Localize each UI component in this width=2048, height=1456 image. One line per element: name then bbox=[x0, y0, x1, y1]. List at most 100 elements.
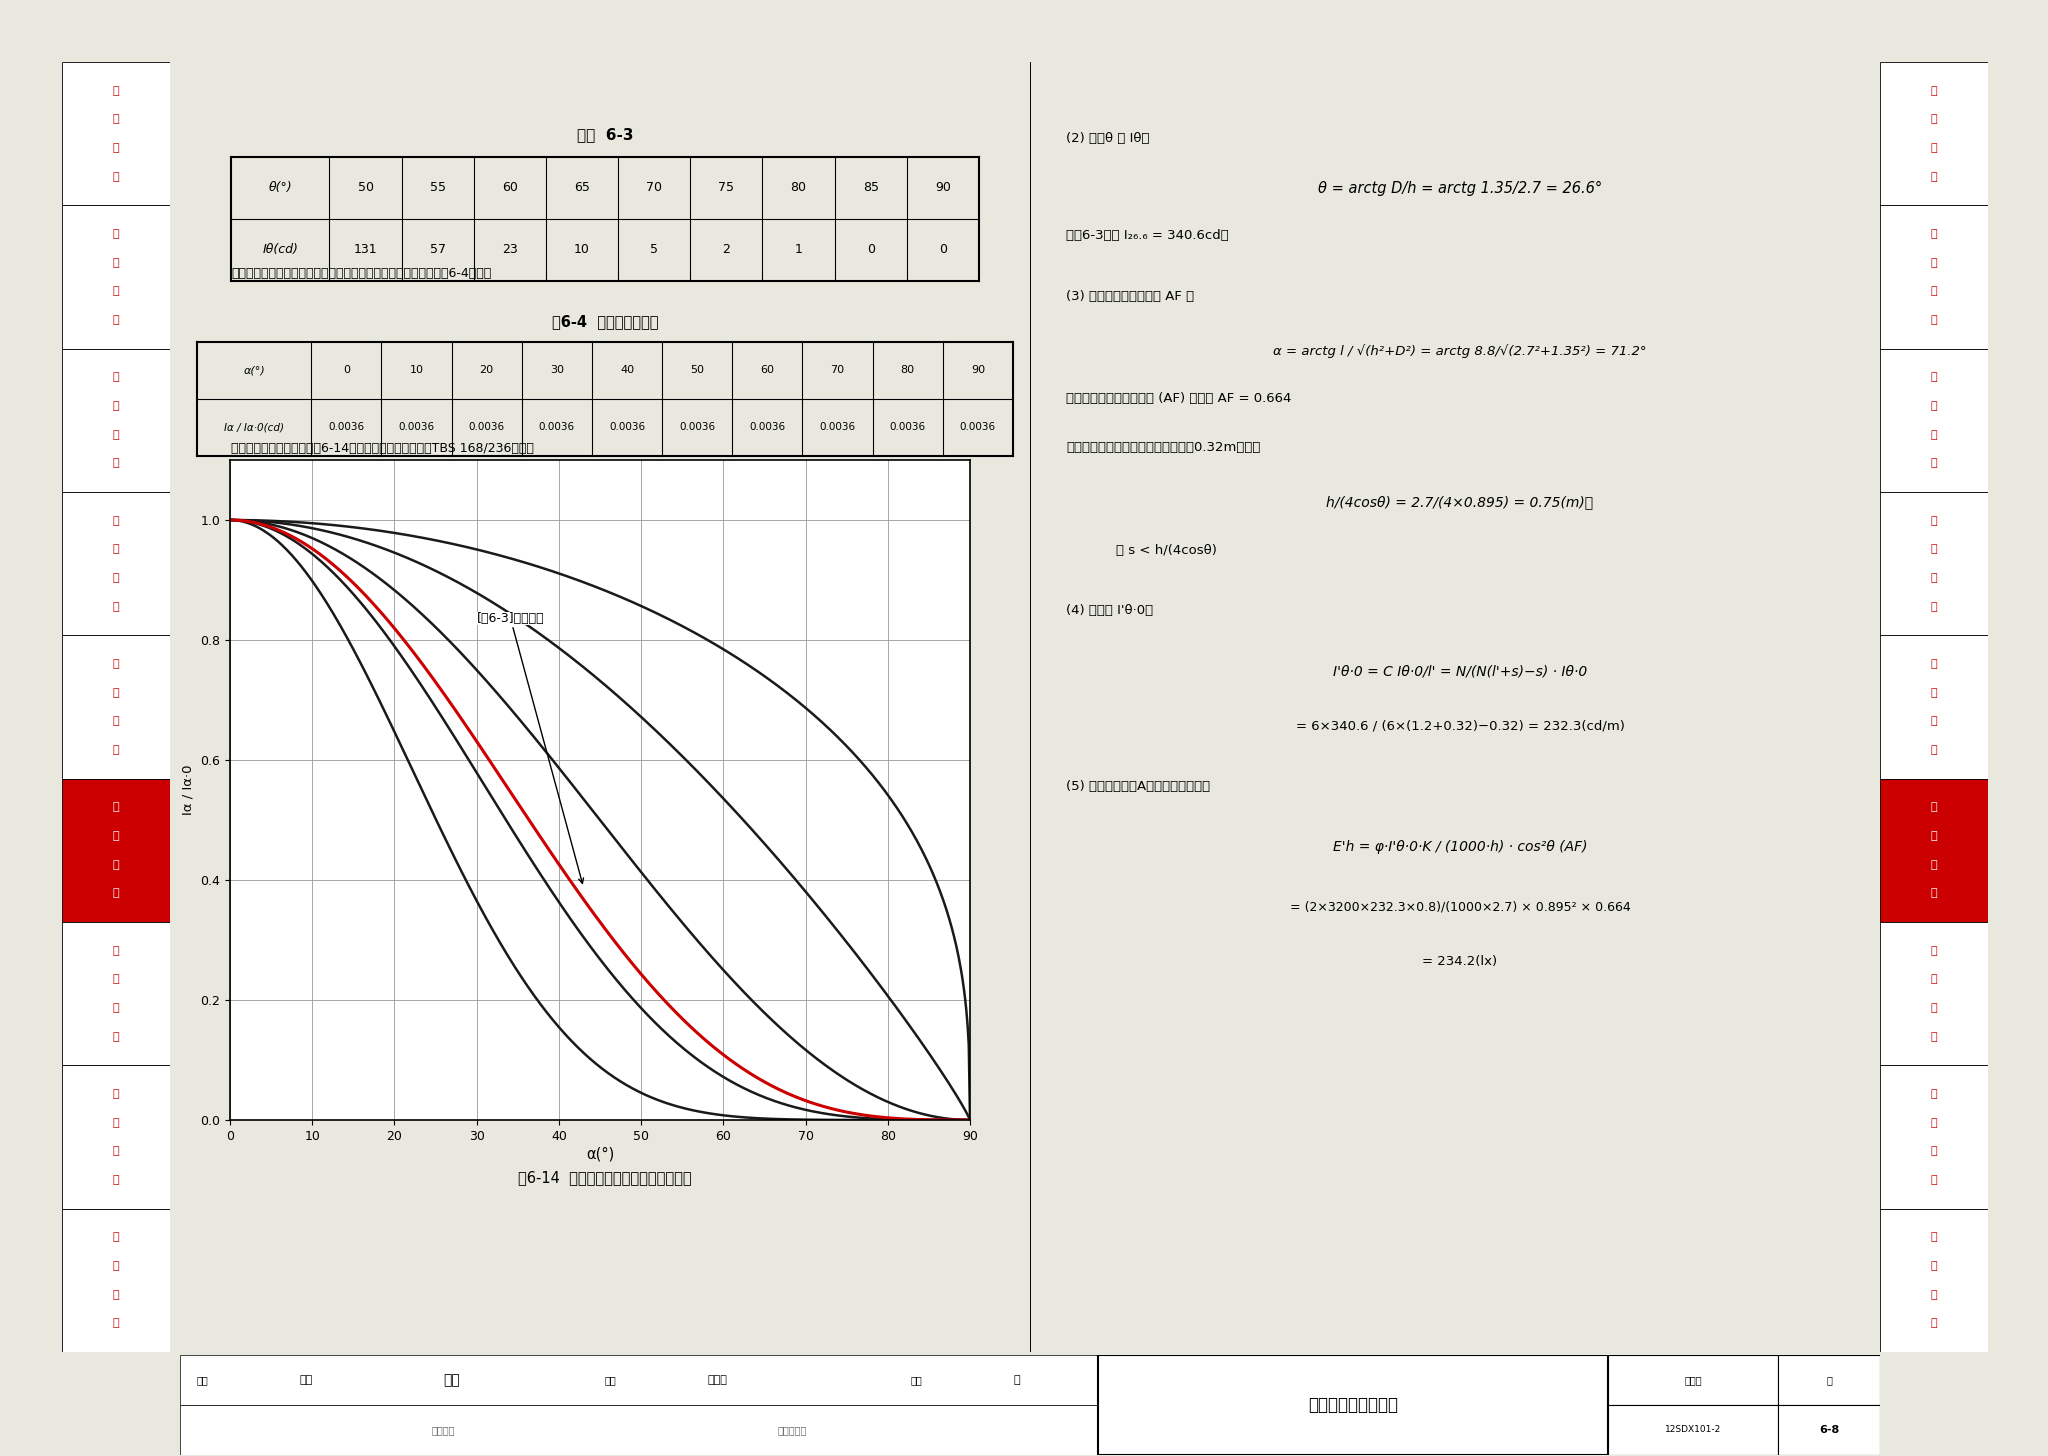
Text: 算: 算 bbox=[1931, 314, 1937, 325]
Text: 由相关资料水平方位系数 (AF) 表查出 AF = 0.664: 由相关资料水平方位系数 (AF) 表查出 AF = 0.664 bbox=[1067, 393, 1292, 405]
Text: 75: 75 bbox=[719, 182, 735, 195]
Text: 由于灯具的布置是非连续的，间距为0.32m，则：: 由于灯具的布置是非连续的，间距为0.32m，则： bbox=[1067, 441, 1262, 454]
Text: 程: 程 bbox=[113, 1261, 119, 1271]
Text: 朱永前: 朱永前 bbox=[707, 1374, 727, 1385]
Text: 页: 页 bbox=[1827, 1374, 1833, 1385]
Text: 弱: 弱 bbox=[1931, 1089, 1937, 1099]
Text: 电: 电 bbox=[113, 400, 119, 411]
Bar bbox=[61, 635, 170, 779]
Bar bbox=[61, 1066, 170, 1208]
Text: 示: 示 bbox=[113, 1290, 119, 1300]
Text: (5) 求一条光带在A点产生的水平照度: (5) 求一条光带在A点产生的水平照度 bbox=[1067, 779, 1210, 792]
Bar bbox=[61, 492, 170, 635]
Bar bbox=[1098, 1356, 1608, 1455]
X-axis label: α(°): α(°) bbox=[586, 1147, 614, 1162]
Text: 缆: 缆 bbox=[113, 545, 119, 555]
Text: 荷: 荷 bbox=[113, 115, 119, 124]
Text: 路: 路 bbox=[113, 258, 119, 268]
Text: 将所用灯具纵向平面内的光强除以该平面内的零度光强，其值如表6-4所示。: 将所用灯具纵向平面内的光强除以该平面内的零度光强，其值如表6-4所示。 bbox=[231, 266, 492, 280]
Text: 接: 接 bbox=[113, 1003, 119, 1013]
Text: 防: 防 bbox=[113, 945, 119, 955]
Text: = 234.2(lx): = 234.2(lx) bbox=[1423, 955, 1497, 968]
Bar bbox=[1880, 348, 1989, 492]
Text: 57: 57 bbox=[430, 243, 446, 256]
Text: 截: 截 bbox=[1931, 574, 1937, 582]
Text: 明: 明 bbox=[113, 831, 119, 842]
Bar bbox=[61, 63, 170, 205]
Text: 用: 用 bbox=[1931, 687, 1937, 697]
Text: 计: 计 bbox=[1931, 287, 1937, 297]
Text: 继: 继 bbox=[113, 373, 119, 383]
Text: 0.0036: 0.0036 bbox=[328, 422, 365, 432]
Text: 1: 1 bbox=[795, 243, 803, 256]
Text: 常: 常 bbox=[1931, 660, 1937, 668]
Text: E'h = φ·I'θ·0·K / (1000·h) · cos²θ (AF): E'h = φ·I'θ·0·K / (1000·h) · cos²θ (AF) bbox=[1333, 840, 1587, 855]
Bar bbox=[61, 348, 170, 492]
Text: 面: 面 bbox=[1931, 601, 1937, 612]
Text: 故 s < h/(4cosθ): 故 s < h/(4cosθ) bbox=[1116, 543, 1217, 556]
Text: 65: 65 bbox=[573, 182, 590, 195]
Text: 朱永前签名: 朱永前签名 bbox=[778, 1425, 807, 1436]
Text: 算: 算 bbox=[1931, 172, 1937, 182]
Text: θ = arctg D/h = arctg 1.35/2.7 = 26.6°: θ = arctg D/h = arctg 1.35/2.7 = 26.6° bbox=[1317, 181, 1602, 195]
Text: 计: 计 bbox=[113, 859, 119, 869]
Text: 保: 保 bbox=[1931, 430, 1937, 440]
Text: I'θ·0 = C Iθ·0/l' = N/(N(l'+s)−s) · Iθ·0: I'θ·0 = C Iθ·0/l' = N/(N(l'+s)−s) · Iθ·0 bbox=[1333, 664, 1587, 678]
Text: = (2×3200×232.3×0.8)/(1000×2.7) × 0.895² × 0.664: = (2×3200×232.3×0.8)/(1000×2.7) × 0.895²… bbox=[1290, 901, 1630, 913]
Text: 护: 护 bbox=[113, 459, 119, 469]
Text: 缆: 缆 bbox=[1931, 545, 1937, 555]
Text: 计: 计 bbox=[113, 287, 119, 297]
Text: 90: 90 bbox=[971, 365, 985, 376]
Text: 0.0036: 0.0036 bbox=[608, 422, 645, 432]
Text: 用: 用 bbox=[113, 687, 119, 697]
Text: 50: 50 bbox=[358, 182, 373, 195]
Text: Iθ(cd): Iθ(cd) bbox=[262, 243, 299, 256]
Text: 23: 23 bbox=[502, 243, 518, 256]
Bar bbox=[1880, 922, 1989, 1066]
Text: 截: 截 bbox=[113, 574, 119, 582]
Text: 护: 护 bbox=[1931, 459, 1937, 469]
Text: 工: 工 bbox=[1931, 1232, 1937, 1242]
Text: 计: 计 bbox=[113, 1146, 119, 1156]
Text: 地: 地 bbox=[113, 1032, 119, 1041]
Text: 算: 算 bbox=[1931, 1175, 1937, 1185]
Text: 90: 90 bbox=[936, 182, 950, 195]
Text: 计: 计 bbox=[1931, 859, 1937, 869]
Text: [例6-3]所绘曲线: [例6-3]所绘曲线 bbox=[477, 612, 584, 884]
Text: 0: 0 bbox=[342, 365, 350, 376]
Text: 保: 保 bbox=[113, 430, 119, 440]
Bar bbox=[180, 1405, 1098, 1455]
Bar bbox=[1880, 63, 1989, 205]
Bar bbox=[1880, 779, 1989, 922]
Text: 80: 80 bbox=[791, 182, 807, 195]
Text: 55: 55 bbox=[430, 182, 446, 195]
Text: 审核: 审核 bbox=[197, 1374, 209, 1385]
Text: 防: 防 bbox=[1931, 945, 1937, 955]
Text: 2: 2 bbox=[723, 243, 731, 256]
Text: 70: 70 bbox=[647, 182, 662, 195]
Text: 0: 0 bbox=[866, 243, 874, 256]
Text: 负: 负 bbox=[1931, 86, 1937, 96]
Text: 路: 路 bbox=[1931, 258, 1937, 268]
Text: 继: 继 bbox=[1931, 373, 1937, 383]
Text: 60: 60 bbox=[502, 182, 518, 195]
Text: 雷: 雷 bbox=[1931, 974, 1937, 984]
Bar bbox=[61, 922, 170, 1066]
Text: 0.0036: 0.0036 bbox=[539, 422, 575, 432]
Text: 算: 算 bbox=[113, 1175, 119, 1185]
Text: 地: 地 bbox=[1931, 1032, 1937, 1041]
Text: 线: 线 bbox=[1931, 515, 1937, 526]
Text: 设计: 设计 bbox=[911, 1374, 924, 1385]
Bar bbox=[61, 1208, 170, 1353]
Text: (3) 求角及水平方位系数 AF 。: (3) 求角及水平方位系数 AF 。 bbox=[1067, 290, 1194, 303]
Text: 例: 例 bbox=[1931, 1318, 1937, 1328]
Text: 工: 工 bbox=[113, 1232, 119, 1242]
Text: 线: 线 bbox=[113, 515, 119, 526]
Text: 照: 照 bbox=[113, 802, 119, 812]
Text: 明: 明 bbox=[1931, 831, 1937, 842]
Text: 灯具属于C类灯具。: 灯具属于C类灯具。 bbox=[231, 470, 299, 483]
Text: 万力: 万力 bbox=[299, 1374, 311, 1385]
Text: 6-8: 6-8 bbox=[1819, 1425, 1839, 1436]
Text: 0.0036: 0.0036 bbox=[750, 422, 786, 432]
Text: 逐点计算法照度计算: 逐点计算法照度计算 bbox=[1309, 1396, 1399, 1414]
